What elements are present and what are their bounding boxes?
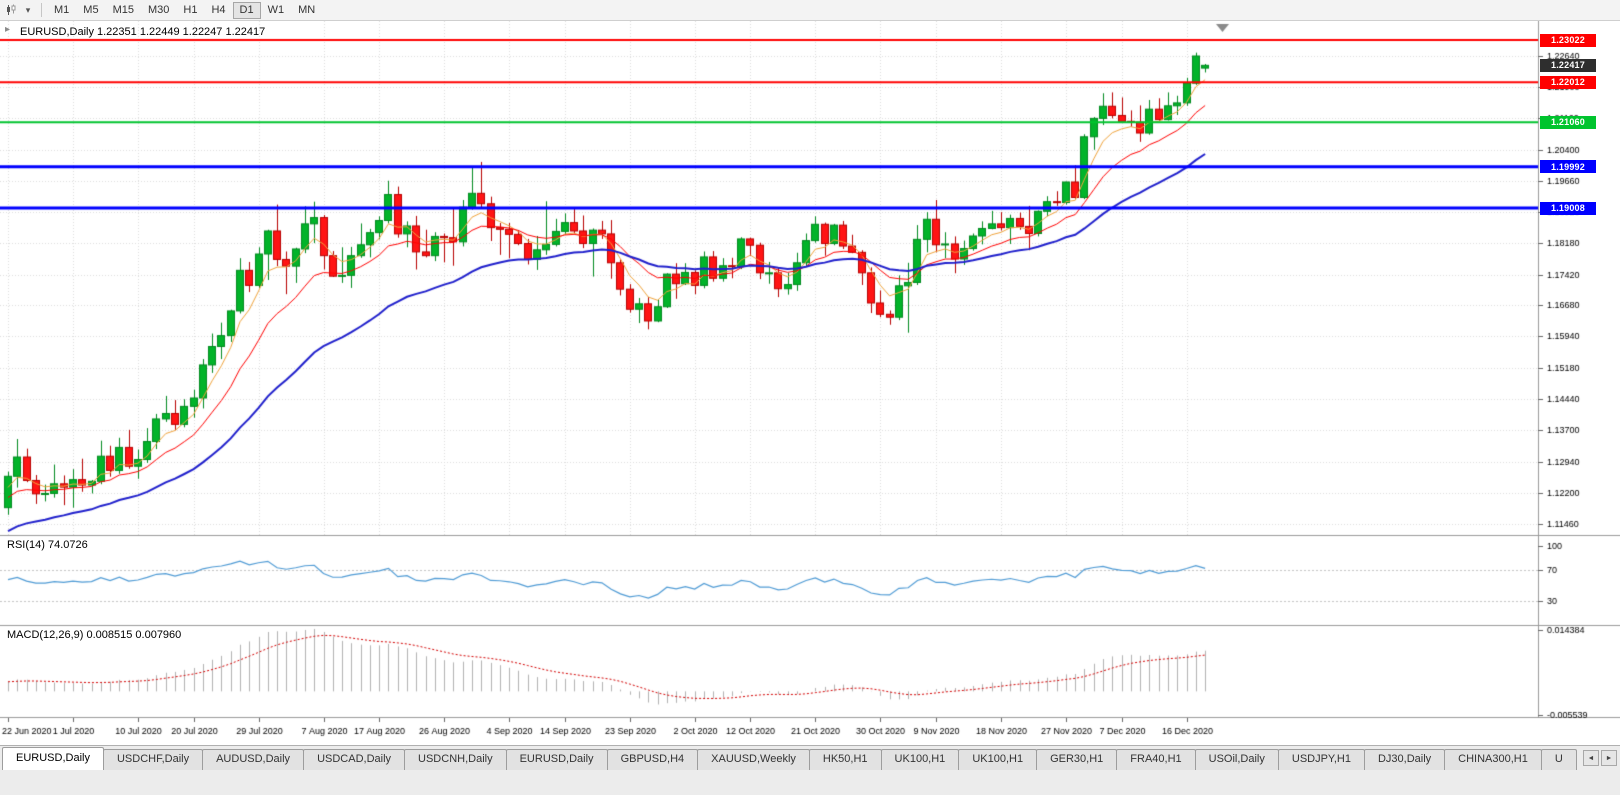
symbol-tabs: EURUSD,Daily USDCHF,Daily AUDUSD,Daily USDC… <box>0 746 1580 770</box>
timeframe-toolbar: ▾ M1 M5 M15 M30 H1 H4 D1 W1 MN <box>0 0 1620 21</box>
tf-button-mn[interactable]: MN <box>291 2 322 19</box>
symbol-tab[interactable]: GBPUSD,H4 <box>606 749 699 770</box>
status-bar <box>0 770 1620 795</box>
tf-button-m30[interactable]: M30 <box>141 2 176 19</box>
tf-button-m15[interactable]: M15 <box>106 2 141 19</box>
tab-scroll-right[interactable]: ► <box>1601 750 1617 766</box>
symbol-tab[interactable]: USDCAD,Daily <box>303 749 406 770</box>
tf-button-m1[interactable]: M1 <box>47 2 76 19</box>
chart-type-dropdown[interactable]: ▾ <box>20 2 36 19</box>
symbol-tab[interactable]: USDCHF,Daily <box>102 749 204 770</box>
symbol-tab[interactable]: USOil,Daily <box>1194 749 1279 770</box>
symbol-tab[interactable]: EURUSD,Daily <box>2 747 104 770</box>
symbol-tab[interactable]: USDCNH,Daily <box>404 749 507 770</box>
timeframe-buttons: M1 M5 M15 M30 H1 H4 D1 W1 MN <box>47 1 322 19</box>
symbol-tab[interactable]: DJ30,Daily <box>1363 749 1446 770</box>
symbol-tab[interactable]: HK50,H1 <box>808 749 882 770</box>
chart-type-button[interactable] <box>3 2 19 19</box>
symbol-tab[interactable]: UK100,H1 <box>958 749 1038 770</box>
chart-canvas[interactable] <box>0 21 1620 745</box>
symbol-tab[interactable]: GER30,H1 <box>1036 749 1118 770</box>
symbol-tab[interactable]: XAUUSD,Weekly <box>697 749 810 770</box>
tab-scroll-buttons: ◄ ► <box>1580 750 1620 770</box>
symbol-tab-bar: EURUSD,Daily USDCHF,Daily AUDUSD,Daily USDC… <box>0 745 1620 770</box>
chart-title: EURUSD,Daily 1.22351 1.22449 1.22247 1.2… <box>20 26 266 38</box>
current-price-label: 1.22417 <box>1540 58 1596 72</box>
tf-button-m5[interactable]: M5 <box>76 2 105 19</box>
macd-indicator-label: MACD(12,26,9) 0.008515 0.007960 <box>7 629 182 641</box>
hline-price-label[interactable]: 1.19992 <box>1540 160 1596 174</box>
tf-button-d1[interactable]: D1 <box>232 1 261 19</box>
symbol-tab[interactable]: AUDUSD,Daily <box>202 749 305 770</box>
symbol-tab[interactable]: UK100,H1 <box>880 749 960 770</box>
symbol-tab[interactable]: FRA40,H1 <box>1116 749 1196 770</box>
symbol-tab[interactable]: CHINA300,H1 <box>1444 749 1542 770</box>
toolbar-separator <box>41 3 42 17</box>
tf-button-w1[interactable]: W1 <box>261 2 292 19</box>
hline-price-label[interactable]: 1.23022 <box>1540 33 1596 47</box>
tf-button-h1[interactable]: H1 <box>176 2 204 19</box>
hline-price-label[interactable]: 1.21060 <box>1540 115 1596 129</box>
symbol-tab[interactable]: EURUSD,Daily <box>505 749 608 770</box>
hline-price-label[interactable]: 1.19008 <box>1540 201 1596 215</box>
candlestick-chart-icon <box>7 4 16 15</box>
symbol-tab[interactable]: USDJPY,H1 <box>1277 749 1365 770</box>
hline-price-label[interactable]: 1.22012 <box>1540 75 1596 89</box>
symbol-tab[interactable]: U <box>1540 749 1577 770</box>
rsi-indicator-label: RSI(14) 74.0726 <box>7 539 88 551</box>
tab-scroll-left[interactable]: ◄ <box>1583 750 1599 766</box>
one-click-trading-toggle[interactable]: ▸ <box>5 24 11 35</box>
tf-button-h4[interactable]: H4 <box>204 2 232 19</box>
